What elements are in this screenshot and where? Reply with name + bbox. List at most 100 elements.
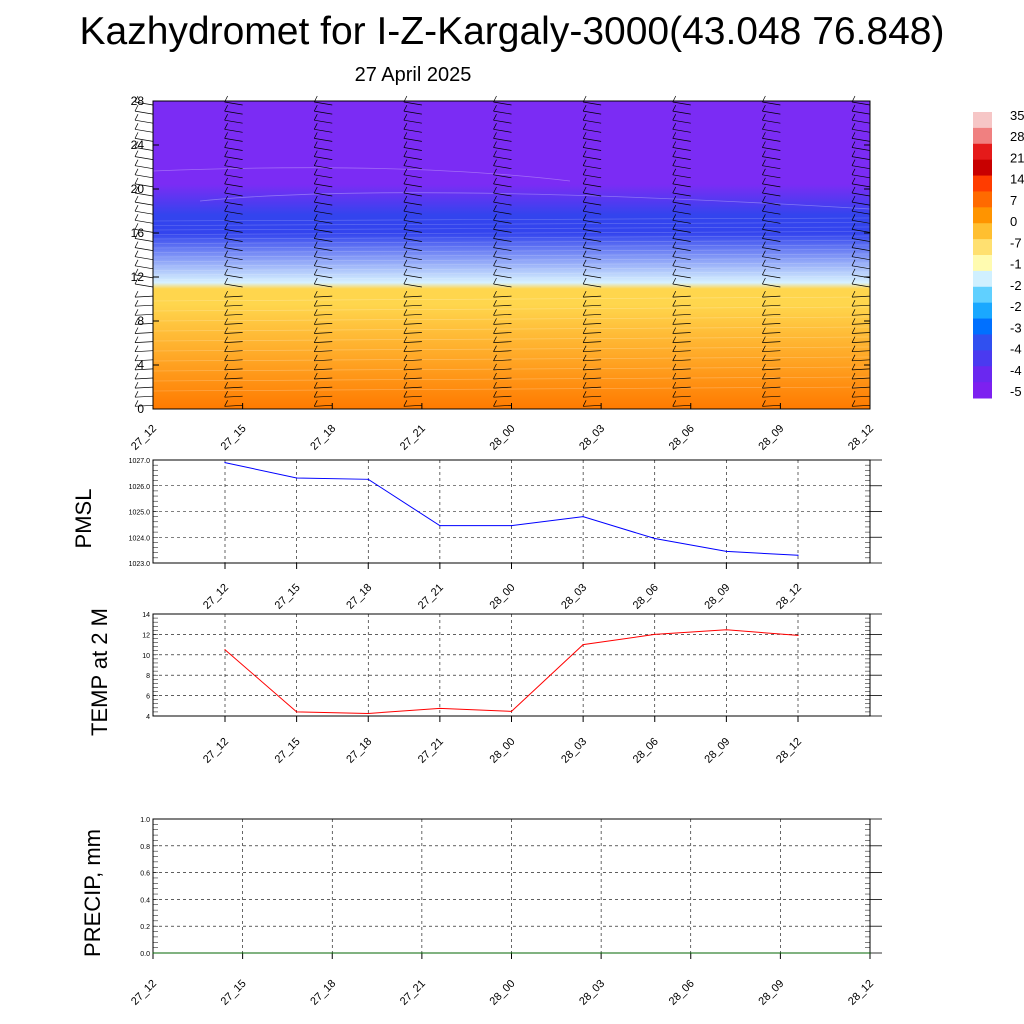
wind-barb <box>493 229 512 233</box>
wind-barb <box>672 381 677 389</box>
wind-barb <box>403 313 422 316</box>
wind-barb <box>314 192 333 197</box>
wind-barb <box>762 327 766 334</box>
x-tick-label: 28_12 <box>774 736 804 766</box>
wind-barb <box>493 210 512 215</box>
wind-barb <box>493 186 497 194</box>
wind-barb <box>851 229 871 233</box>
heatmap-panel: 0 4 8 12 16 20 24 28 27_12 27_15 27_18 27_21 28_00 28… <box>129 94 876 453</box>
wind-barb <box>762 168 766 175</box>
wind-barb <box>851 150 856 157</box>
wind-barb <box>762 219 781 224</box>
wind-barb <box>672 247 691 251</box>
wind-barb <box>851 309 856 316</box>
y-tick-label: 4 <box>137 358 144 372</box>
wind-barb <box>493 138 512 142</box>
wind-barb <box>224 223 228 230</box>
colorbar-swatch <box>973 286 992 304</box>
wind-barb <box>672 345 677 352</box>
x-tick-label: 27_12 <box>129 978 159 1008</box>
wind-barb <box>672 229 691 233</box>
colorbar-label: -4 <box>1010 342 1022 357</box>
wind-barb <box>762 313 781 316</box>
wind-barb <box>762 147 781 151</box>
wind-barb <box>583 210 602 215</box>
wind-barb <box>224 274 243 279</box>
wind-barb <box>851 327 856 334</box>
wind-barb <box>224 150 228 157</box>
wind-barb <box>224 259 228 266</box>
wind-barb <box>582 132 587 139</box>
wind-barb <box>403 300 408 307</box>
wind-barb <box>762 368 781 371</box>
wind-barb <box>403 265 422 270</box>
wind-barb <box>583 110 602 115</box>
data-point <box>600 952 602 954</box>
data-point <box>367 712 369 715</box>
wind-barb <box>851 363 856 371</box>
wind-barb <box>583 359 602 362</box>
wind-barb <box>403 391 408 398</box>
wind-barb <box>851 341 871 343</box>
wind-barb <box>672 192 691 197</box>
wind-barb <box>134 138 154 142</box>
colorbar-label: -7 <box>1010 235 1022 250</box>
wind-barb <box>583 219 602 224</box>
wind-barb <box>493 327 497 334</box>
wind-barb <box>493 372 497 380</box>
wind-barb <box>314 119 333 124</box>
data-point <box>296 711 298 713</box>
chart-subtitle: 27 April 2025 <box>354 64 472 86</box>
wind-barb <box>224 381 228 389</box>
wind-barb <box>314 386 333 389</box>
wind-barb <box>224 318 228 325</box>
wind-barb <box>314 368 333 371</box>
wind-barb <box>851 386 871 389</box>
wind-barb <box>313 268 318 276</box>
wind-barb <box>224 368 243 371</box>
wind-barb <box>672 265 691 270</box>
wind-barb <box>224 268 228 276</box>
chart-title: Kazhydromet for I-Z-Kargaly-3000(43.048 … <box>79 10 945 53</box>
wind-barb <box>314 101 333 106</box>
wind-barb <box>403 247 422 251</box>
wind-barb <box>134 318 139 325</box>
contour-line <box>152 346 871 352</box>
wind-barb <box>493 268 497 276</box>
wind-barb <box>134 241 139 248</box>
wind-barb <box>851 283 871 288</box>
data-point <box>654 537 656 540</box>
wind-barb <box>314 247 333 251</box>
wind-barb <box>403 201 422 206</box>
colorbar-label: 28 <box>1010 129 1024 144</box>
wind-barb <box>313 159 318 166</box>
wind-barb <box>313 214 318 221</box>
wind-barb <box>313 205 318 212</box>
data-point <box>690 952 692 954</box>
contour-line <box>152 244 871 249</box>
wind-barb <box>583 341 602 343</box>
colorbar-label: -3 <box>1010 320 1022 335</box>
data-point <box>725 550 727 553</box>
wind-barb <box>403 165 422 170</box>
wind-barb <box>762 183 781 188</box>
wind-barb <box>762 104 766 112</box>
wind-barb <box>493 259 497 266</box>
x-tick-label: 27_15 <box>219 423 249 453</box>
wind-barb <box>762 186 766 194</box>
wind-barb <box>493 277 497 285</box>
wind-barb <box>224 354 228 361</box>
wind-barb <box>672 201 691 206</box>
y-tick-label: 0.8 <box>140 844 150 851</box>
wind-barb <box>582 214 587 221</box>
y-tick-label: 28 <box>131 94 145 108</box>
wind-barb <box>493 119 512 124</box>
colorbar-label: -4 <box>1010 363 1022 378</box>
colorbar-swatch <box>973 255 992 272</box>
wind-barb <box>762 177 766 185</box>
wind-barb <box>493 359 512 362</box>
wind-barb <box>583 395 602 398</box>
wind-barb <box>583 295 602 298</box>
wind-barb <box>851 123 856 130</box>
wind-barb <box>583 238 602 242</box>
